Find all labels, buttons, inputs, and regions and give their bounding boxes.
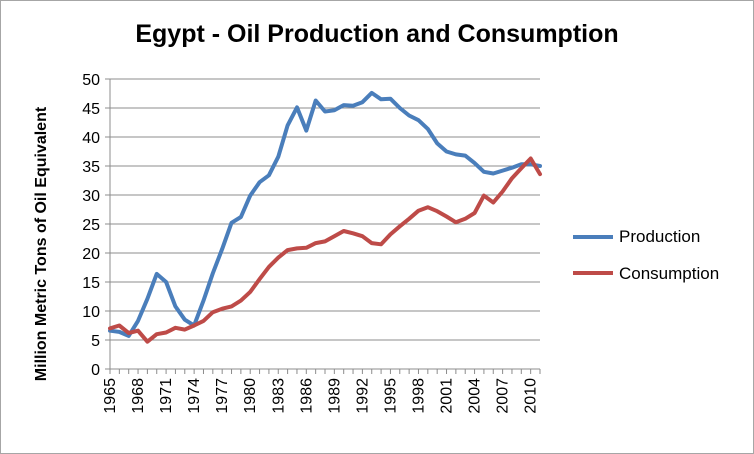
x-tick-label: 1977 (214, 378, 231, 414)
x-tick-label: 1974 (186, 378, 203, 414)
y-tick-label: 40 (82, 130, 100, 147)
x-tick-label: 1983 (270, 378, 287, 414)
y-tick-label: 50 (82, 72, 100, 89)
y-tick-label: 30 (82, 188, 100, 205)
y-tick-label: 5 (91, 333, 100, 350)
y-tick-label: 25 (82, 217, 100, 234)
legend-label-consumption: Consumption (619, 264, 720, 283)
x-tick-label: 2001 (439, 378, 456, 414)
axes: 0 5 10 15 20 25 30 35 40 45 50 1965 1968 1971 1974 1977… (82, 72, 541, 414)
x-tick-label: 1998 (410, 378, 427, 414)
y-tick-label: 10 (82, 304, 100, 321)
x-tick-label: 1971 (158, 378, 175, 414)
x-tick-label: 1980 (242, 378, 259, 414)
chart-title: Egypt - Oil Production and Consumption (135, 20, 619, 48)
y-tick-label: 35 (82, 159, 100, 176)
x-tick-label: 2007 (495, 378, 512, 414)
x-tick-label: 1986 (298, 378, 315, 414)
series-lines (108, 90, 542, 344)
x-tick-label: 1995 (382, 378, 399, 414)
x-tick-label: 1965 (102, 378, 119, 414)
legend-label-production: Production (619, 227, 701, 246)
gridlines (110, 78, 540, 341)
x-tick-label: 2010 (523, 378, 540, 414)
x-tick-label: 2004 (467, 378, 484, 414)
x-tick-label: 1968 (130, 378, 147, 414)
y-tick-label: 45 (82, 101, 100, 118)
y-tick-label: 20 (82, 246, 100, 263)
x-tick-label: 1989 (326, 378, 343, 414)
y-tick-label: 0 (91, 362, 100, 379)
series-line-consumption (108, 156, 542, 344)
x-tick-label: 1992 (354, 378, 371, 414)
legend (573, 235, 613, 275)
y-tick-label: 15 (82, 275, 100, 292)
series-line-production (108, 90, 542, 338)
